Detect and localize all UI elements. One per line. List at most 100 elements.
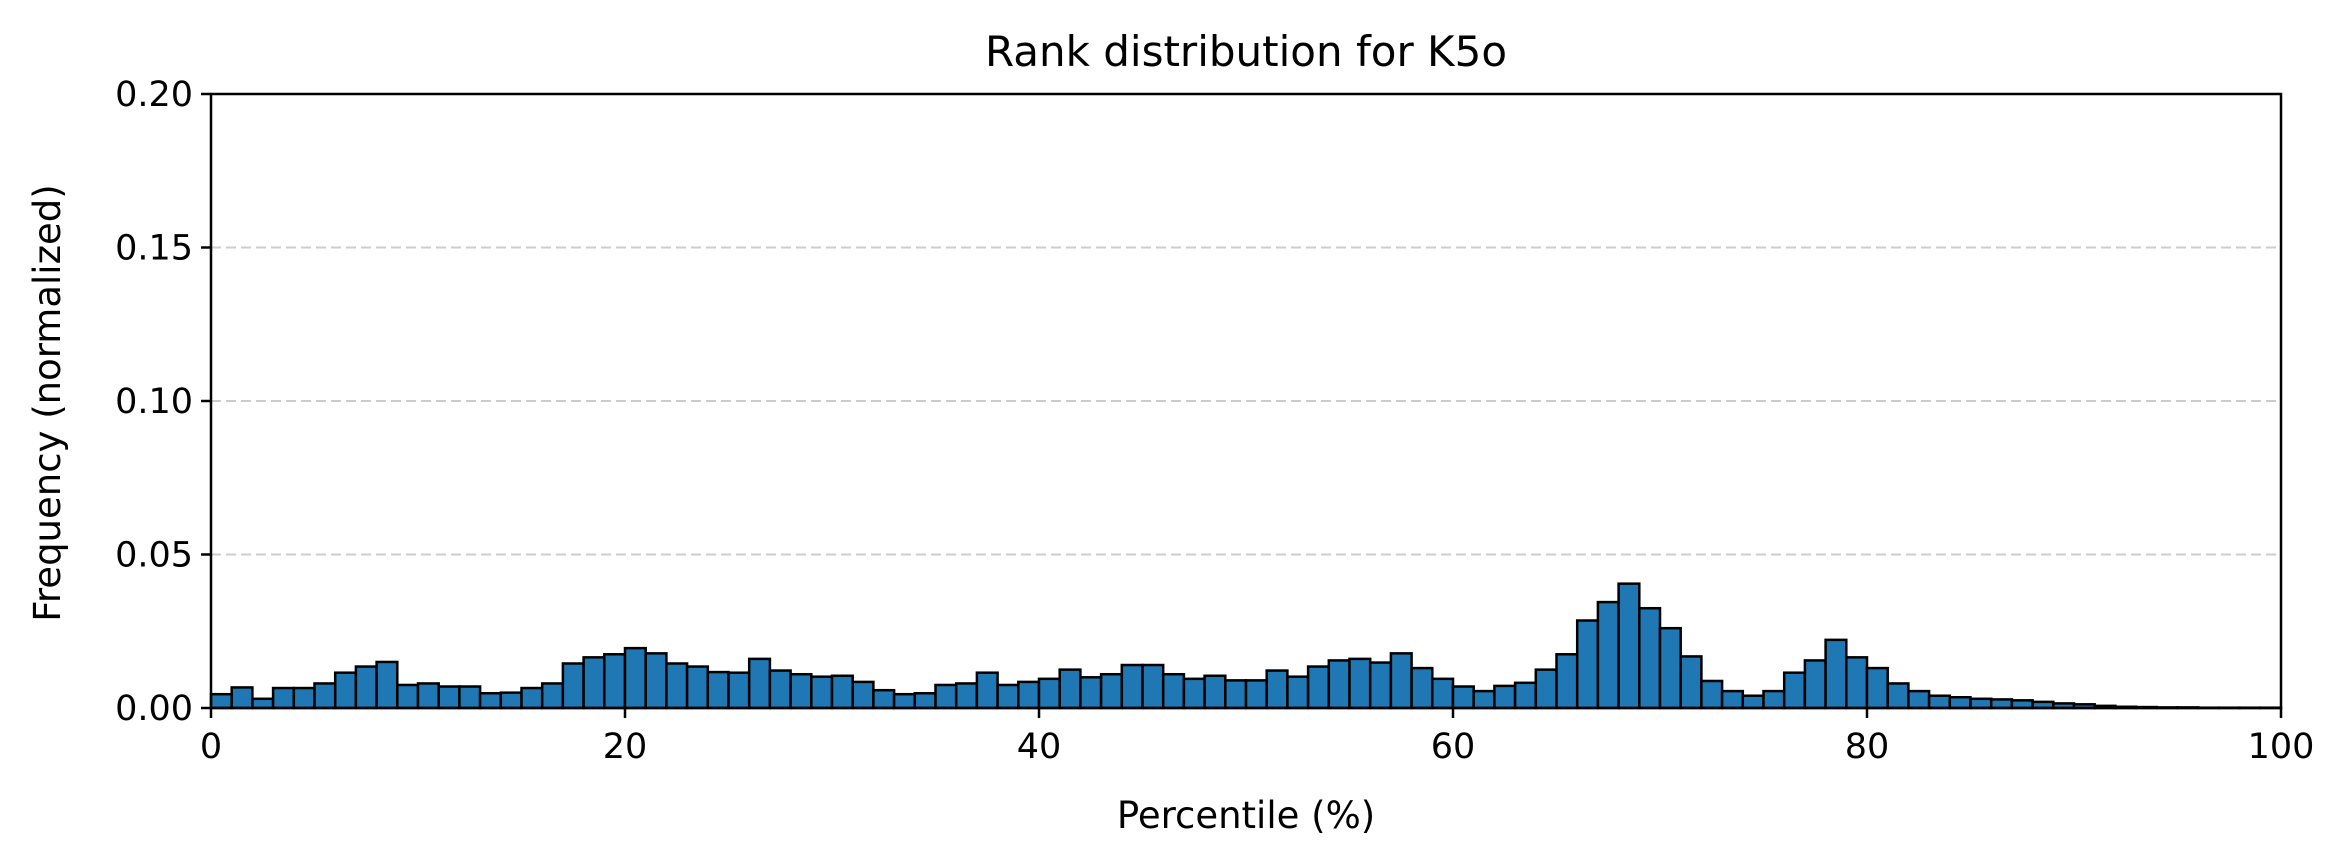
histogram-bar	[1948, 696, 1972, 710]
histogram-bar	[768, 669, 792, 710]
histogram-bar	[1907, 689, 1931, 710]
x-axis-ticks: 0 20 40 60 80 100	[200, 708, 2315, 767]
histogram-bar	[1451, 685, 1475, 710]
histogram-bar	[1141, 663, 1165, 710]
histogram-bar	[1327, 659, 1351, 710]
histogram-bar	[685, 665, 710, 710]
histogram-bar	[458, 685, 482, 710]
histogram-bar	[1079, 676, 1103, 710]
histogram-bar	[644, 652, 668, 710]
histogram-bar	[665, 662, 689, 710]
histogram-bar	[1368, 661, 1393, 710]
histogram-bar	[1638, 606, 1662, 710]
histogram-bar	[1224, 679, 1248, 710]
histogram-bar	[437, 685, 461, 710]
histogram-bar	[1575, 619, 1600, 710]
histogram-bar	[1182, 677, 1206, 710]
x-tick-label: 100	[2248, 727, 2315, 767]
histogram-bar	[1700, 679, 1724, 710]
histogram-bar	[561, 662, 585, 710]
histogram-bar	[1927, 694, 1952, 710]
histogram-bar	[892, 692, 917, 710]
histogram-bar	[540, 682, 565, 710]
histogram-bar	[1679, 655, 1703, 710]
histogram-bar	[1886, 682, 1910, 710]
histogram-bar	[706, 670, 730, 710]
chart-title: Rank distribution for K5o	[985, 27, 1507, 76]
histogram-bar	[354, 665, 378, 710]
y-axis-ticks: 0.00 0.05 0.10 0.15 0.20	[115, 75, 211, 729]
histogram-bar	[996, 683, 1020, 710]
histogram-bar	[1306, 665, 1331, 710]
histogram-bar	[1037, 677, 1061, 710]
y-tick-label: 0.00	[115, 689, 193, 729]
histogram-bar	[1161, 672, 1186, 710]
x-axis-label: Percentile (%)	[1117, 794, 1375, 837]
histogram-bar	[1969, 697, 1993, 710]
histogram-bar	[1824, 638, 1848, 710]
histogram-bar	[1658, 626, 1682, 710]
histogram-bar	[1741, 694, 1765, 710]
histogram-bar	[1058, 668, 1082, 710]
histogram-bar	[1803, 659, 1827, 710]
histogram-bar	[271, 686, 296, 710]
histogram-bar	[1099, 672, 1124, 710]
histogram-bar	[1017, 680, 1041, 710]
histogram-bar	[1472, 689, 1496, 710]
histogram-bar	[603, 653, 627, 710]
histogram-bar	[975, 671, 999, 710]
histogram-bar	[727, 671, 751, 710]
histogram-bar	[1431, 677, 1455, 710]
histogram-bar	[1244, 679, 1268, 710]
histogram-bar	[1389, 652, 1413, 710]
histogram-bar	[292, 686, 316, 710]
y-tick-label: 0.10	[115, 382, 193, 422]
histogram-bar	[1596, 600, 1620, 710]
y-axis-label: Frequency (normalized)	[26, 184, 69, 621]
histogram-bar	[251, 697, 275, 710]
histogram-bar	[1865, 666, 1889, 710]
histogram-bar	[313, 682, 337, 710]
histogram-bar	[1989, 698, 2014, 710]
histogram-bar	[1762, 689, 1786, 710]
histogram-bar	[1555, 653, 1579, 710]
histogram-bar	[396, 683, 420, 710]
histogram-bar	[1720, 689, 1745, 710]
histogram-bar	[230, 686, 254, 710]
x-tick-label: 20	[603, 727, 648, 767]
histogram-bar	[1493, 684, 1517, 710]
histogram-bar	[333, 671, 358, 710]
histogram-bar	[747, 657, 772, 710]
histogram-bar	[1120, 663, 1144, 710]
histogram-bar	[1348, 657, 1372, 710]
y-tick-label: 0.15	[115, 229, 193, 269]
histogram-bar	[789, 672, 813, 710]
histogram-bar	[1410, 666, 1434, 710]
histogram-bar	[830, 674, 854, 710]
histogram-bar	[872, 688, 896, 710]
histogram-bar	[934, 683, 958, 710]
histogram-bar	[1265, 669, 1289, 710]
grid-lines	[211, 246, 2281, 556]
histogram-bar	[1203, 674, 1227, 710]
histogram-bar	[810, 675, 834, 710]
histogram-bar	[1617, 582, 1641, 710]
histogram-bar	[913, 692, 937, 710]
histogram-bar	[375, 660, 399, 710]
histogram-bar	[582, 656, 606, 710]
histogram-bar	[1513, 681, 1538, 710]
histogram-bar	[478, 692, 503, 710]
x-tick-label: 80	[1845, 727, 1890, 767]
y-tick-label: 0.20	[115, 75, 193, 115]
histogram-bar	[1782, 671, 1807, 710]
histogram-bar	[1534, 668, 1558, 710]
histogram-bar	[520, 686, 544, 710]
histogram-bar	[623, 646, 647, 710]
histogram-bars	[209, 582, 2283, 710]
histogram-bar	[209, 692, 233, 710]
histogram-bar	[416, 682, 440, 710]
y-tick-label: 0.05	[115, 536, 193, 576]
x-tick-label: 0	[200, 727, 222, 767]
histogram-bar	[499, 691, 523, 710]
